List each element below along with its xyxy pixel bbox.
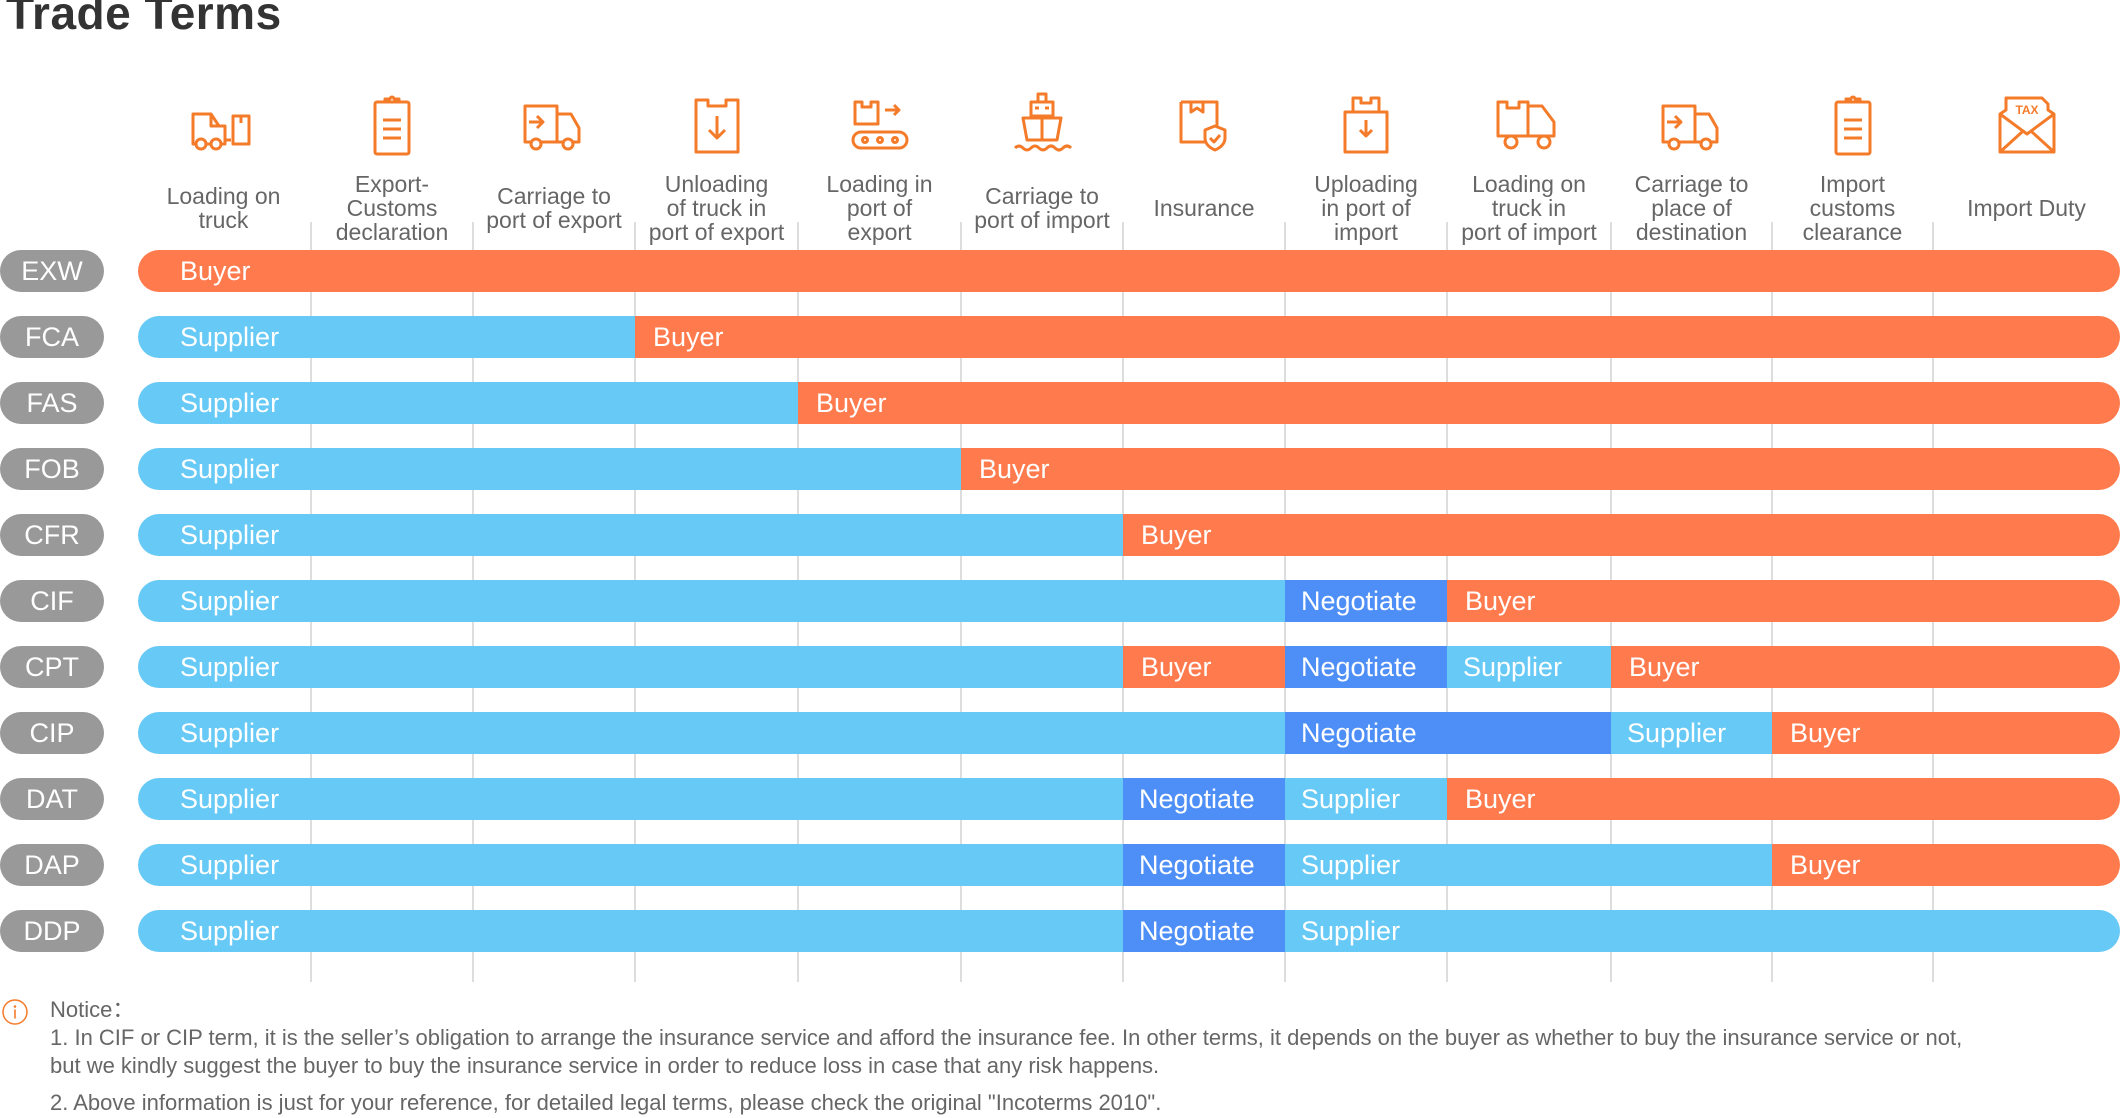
term-bar-exw: Buyer [138,250,2120,292]
term-bar-cip: Supplier Negotiate Supplier Buyer [138,712,2120,754]
column-header: Carriage to port of export [473,88,635,248]
segment-buyer: Buyer [1611,646,2120,688]
column-label: Loading on truck [166,183,281,233]
segment-buyer: Buyer [1123,514,2120,556]
segment-supplier: Supplier [138,580,1285,622]
segment-supplier: Supplier [138,448,961,490]
column-header: Loading on truck [136,88,311,248]
column-header: Export- Customs declaration [311,88,473,248]
segment-buyer: Buyer [1447,778,2120,820]
segment-supplier: Supplier [1447,646,1611,688]
info-icon [2,999,28,1025]
box-truck-icon [1494,92,1564,156]
column-label: Import Duty [1967,195,2086,221]
segment-buyer: Buyer [961,448,2120,490]
box-down-icon [682,92,752,156]
segment-supplier: Supplier [1285,910,2120,952]
loading-truck-icon [189,92,259,156]
term-pill-fas: FAS [0,382,104,424]
segment-supplier: Supplier [138,712,1285,754]
segment-supplier: Supplier [1611,712,1772,754]
segment-supplier: Supplier [138,646,1123,688]
segment-supplier: Supplier [1285,778,1447,820]
segment-supplier: Supplier [138,778,1123,820]
term-bar-fca: Supplier Buyer [138,316,2120,358]
column-label: Export- Customs declaration [335,171,449,245]
page-title: Trade Terms [6,0,282,39]
term-pill-dat: DAT [0,778,104,820]
segment-supplier: Supplier [138,382,798,424]
segment-buyer: Buyer [635,316,2120,358]
segment-supplier: Supplier [1285,844,1772,886]
term-bar-fob: Supplier Buyer [138,448,2120,490]
segment-negotiate: Negotiate [1123,844,1285,886]
segment-negotiate: Negotiate [1285,712,1611,754]
column-label: Insurance [1153,195,1255,221]
tax-envelope-icon: TAX [1992,92,2062,156]
notice-line-1: 1. In CIF or CIP term, it is the seller’… [50,1025,1963,1050]
segment-negotiate: Negotiate [1123,778,1285,820]
segment-buyer: Buyer [1447,580,2120,622]
box-upload-icon [1331,92,1401,156]
column-label: Unloading of truck in port of export [648,171,785,245]
notice-heading: Notice： [50,997,135,1022]
term-pill-exw: EXW [0,250,104,292]
segment-negotiate: Negotiate [1285,580,1447,622]
column-header: TAX Import Duty [1933,88,2120,248]
column-header: Unloading of truck in port of export [635,88,798,248]
delivery-truck-icon [519,92,589,156]
clipboard-icon [1818,92,1888,156]
column-header: Loading in port of export [798,88,961,248]
segment-supplier: Supplier [138,514,1123,556]
segment-supplier: Supplier [138,316,635,358]
term-pill-cfr: CFR [0,514,104,556]
segment-buyer: Buyer [1123,646,1285,688]
ship-icon [1007,92,1077,156]
column-label: Loading in port of export [826,171,933,245]
notice-line-2: 2. Above information is just for your re… [50,1090,1162,1115]
column-label: Loading on truck in port of import [1461,171,1597,245]
column-label: Carriage to port of export [486,183,622,233]
term-bar-dap: Supplier Negotiate Supplier Buyer [138,844,2120,886]
insured-box-icon [1169,92,1239,156]
segment-buyer: Buyer [1772,712,2120,754]
segment-buyer: Buyer [138,250,2120,292]
notice: Notice： 1. In CIF or CIP term, it is the… [50,996,1962,1117]
clipboard-icon [357,92,427,156]
term-bar-dat: Supplier Negotiate Supplier Buyer [138,778,2120,820]
conveyor-icon [845,92,915,156]
term-pill-fob: FOB [0,448,104,490]
term-pill-cpt: CPT [0,646,104,688]
term-bar-cfr: Supplier Buyer [138,514,2120,556]
term-bar-ddp: Supplier Negotiate Supplier [138,910,2120,952]
term-bar-cif: Supplier Negotiate Buyer [138,580,2120,622]
segment-supplier: Supplier [138,910,1123,952]
column-header: Insurance [1123,88,1285,248]
column-label: Uploading in port of import [1314,171,1418,245]
column-header: Uploading in port of import [1285,88,1447,248]
term-pill-dap: DAP [0,844,104,886]
segment-negotiate: Negotiate [1285,646,1447,688]
column-header: Loading on truck in port of import [1447,88,1611,248]
svg-text:TAX: TAX [2015,103,2038,117]
column-label: Import customs clearance [1802,171,1903,245]
segment-buyer: Buyer [798,382,2120,424]
segment-negotiate: Negotiate [1123,910,1285,952]
column-header: Import customs clearance [1772,88,1933,248]
column-label: Carriage to port of import [974,183,1110,233]
column-header: Carriage to port of import [961,88,1123,248]
term-bar-fas: Supplier Buyer [138,382,2120,424]
segment-buyer: Buyer [1772,844,2120,886]
column-header: Carriage to place of destination [1611,88,1772,248]
column-label: Carriage to place of destination [1634,171,1749,245]
notice-line-1-cont: but we kindly suggest the buyer to buy t… [50,1053,1160,1078]
term-pill-cip: CIP [0,712,104,754]
delivery-truck-icon [1657,92,1727,156]
term-bar-cpt: Supplier Buyer Negotiate Supplier Buyer [138,646,2120,688]
term-pill-fca: FCA [0,316,104,358]
term-pill-cif: CIF [0,580,104,622]
segment-supplier: Supplier [138,844,1123,886]
term-pill-ddp: DDP [0,910,104,952]
